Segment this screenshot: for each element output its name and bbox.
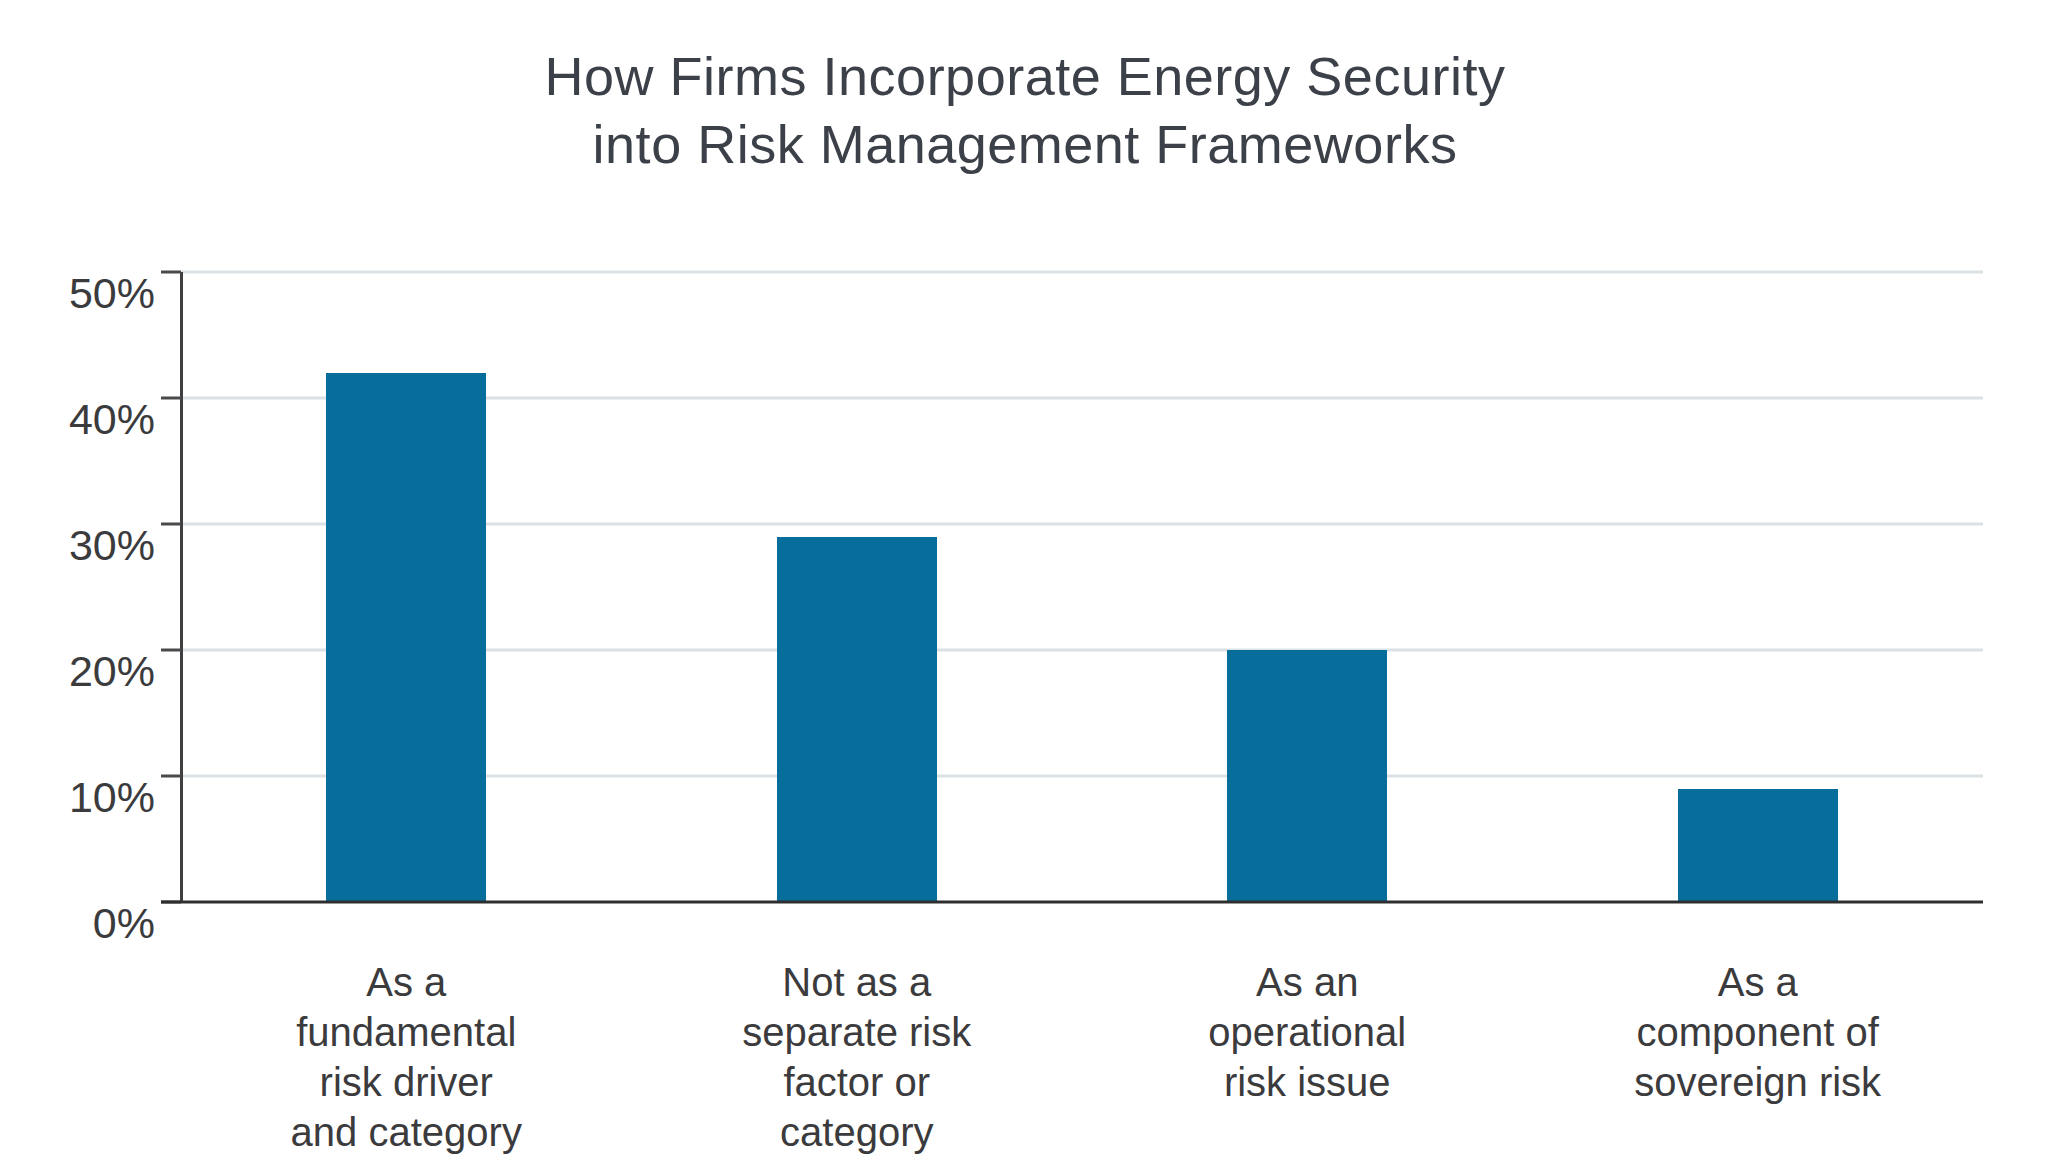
x-tick-label-line: As an: [1087, 957, 1527, 1007]
y-tick-20: [161, 649, 181, 652]
x-tick-label-line: risk driver: [186, 1057, 626, 1107]
y-tick-10: [161, 775, 181, 778]
gridline-50: [181, 271, 1983, 274]
y-tick-label: 30%: [0, 524, 155, 567]
x-tick-label-4: As acomponent ofsovereign risk: [1538, 957, 1978, 1107]
y-tick-label: 10%: [0, 776, 155, 819]
y-tick-50: [161, 271, 181, 274]
x-tick-label-2: Not as aseparate riskfactor orcategory: [637, 957, 1077, 1157]
x-tick-label-line: sovereign risk: [1538, 1057, 1978, 1107]
y-tick-label: 0%: [0, 902, 155, 945]
bar-1: [326, 373, 486, 902]
x-tick-label-line: fundamental: [186, 1007, 626, 1057]
x-tick-label-line: operational: [1087, 1007, 1527, 1057]
x-tick-label-1: As afundamentalrisk driverand category: [186, 957, 626, 1157]
y-tick-label: 20%: [0, 650, 155, 693]
y-tick-40: [161, 397, 181, 400]
y-tick-30: [161, 523, 181, 526]
x-tick-label-line: As a: [1538, 957, 1978, 1007]
x-tick-label-line: Not as a: [637, 957, 1077, 1007]
x-tick-label-line: factor or: [637, 1057, 1077, 1107]
x-tick-label-3: As anoperationalrisk issue: [1087, 957, 1527, 1107]
x-tick-label-line: risk issue: [1087, 1057, 1527, 1107]
chart-title-line-1: How Firms Incorporate Energy Security: [0, 42, 2050, 110]
plot-area: 0%10%20%30%40%50%As afundamentalrisk dri…: [181, 272, 1983, 902]
x-tick-label-line: separate risk: [637, 1007, 1077, 1057]
y-axis-line: [180, 272, 183, 902]
chart-title: How Firms Incorporate Energy Security in…: [0, 42, 2050, 178]
y-tick-label: 50%: [0, 272, 155, 315]
chart-title-line-2: into Risk Management Frameworks: [0, 110, 2050, 178]
x-axis-line: [161, 901, 1983, 904]
y-tick-label: 40%: [0, 398, 155, 441]
x-tick-label-line: category: [637, 1107, 1077, 1157]
x-tick-label-line: and category: [186, 1107, 626, 1157]
x-tick-label-line: As a: [186, 957, 626, 1007]
bar-4: [1678, 789, 1838, 902]
bar-3: [1227, 650, 1387, 902]
bar-chart-figure: How Firms Incorporate Energy Security in…: [0, 0, 2050, 1170]
bar-2: [777, 537, 937, 902]
x-tick-label-line: component of: [1538, 1007, 1978, 1057]
